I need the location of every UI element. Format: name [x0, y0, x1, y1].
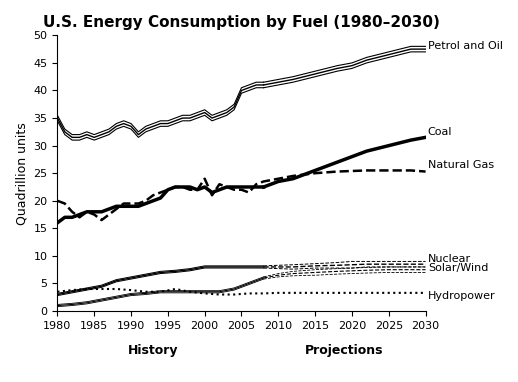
Text: Hydropower: Hydropower: [428, 291, 495, 301]
Y-axis label: Quadrillion units: Quadrillion units: [15, 122, 28, 225]
Title: U.S. Energy Consumption by Fuel (1980–2030): U.S. Energy Consumption by Fuel (1980–20…: [43, 15, 440, 30]
Text: History: History: [128, 344, 178, 357]
Text: Projections: Projections: [305, 344, 384, 357]
Text: Solar/Wind: Solar/Wind: [428, 263, 488, 273]
Text: Natural Gas: Natural Gas: [428, 160, 494, 170]
Text: Petrol and Oil: Petrol and Oil: [428, 41, 503, 51]
Text: Coal: Coal: [428, 127, 452, 137]
Text: Nuclear: Nuclear: [428, 254, 471, 264]
